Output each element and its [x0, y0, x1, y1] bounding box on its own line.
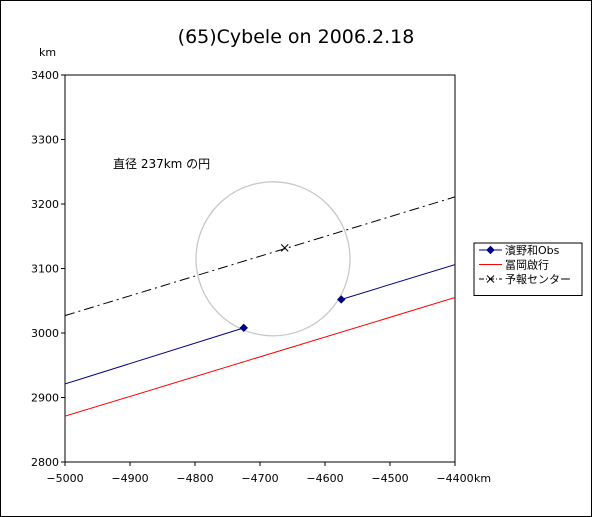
- x-tick-label: −5000: [46, 472, 83, 485]
- series-0-segment-0: [65, 327, 244, 385]
- x-tick-label: −4500: [371, 472, 408, 485]
- series-0-marker-0: [239, 323, 248, 333]
- diameter-circle: [195, 181, 351, 337]
- y-tick-label: 3100: [31, 263, 59, 276]
- plot-area: [64, 74, 456, 463]
- y-tick-label: 2900: [31, 392, 59, 405]
- x-tick-label: −4700: [241, 472, 278, 485]
- legend-marker-0: [486, 245, 495, 255]
- series-2-marker-0: [280, 244, 289, 252]
- legend-marker-2-stroke: [486, 275, 495, 283]
- x-tick-label: −4800: [176, 472, 213, 485]
- y-tick-label: 3400: [31, 69, 59, 82]
- x-tick-label: −4400: [436, 472, 473, 485]
- series-layer: [65, 181, 455, 417]
- x-tick-label: −4600: [306, 472, 343, 485]
- y-tick-label: 3200: [31, 198, 59, 211]
- y-tick-label: 3000: [31, 327, 59, 340]
- chart-title: (65)Cybele on 2006.2.18: [178, 26, 415, 48]
- y-tick-label: 2800: [31, 456, 59, 469]
- series-1-segment-0: [65, 297, 455, 417]
- series-0-segment-1: [341, 264, 455, 300]
- series-2-segment-0: [65, 196, 455, 317]
- axis-layer: −5000 −4900 −4800 −4700 −4600 −4500 −4400 2800 2…: [31, 69, 474, 485]
- y-tick-label: 3300: [31, 134, 59, 147]
- legend-label-2: 予報センター: [505, 273, 571, 286]
- y-axis-unit-label: km: [39, 46, 56, 59]
- x-tick-label: −4900: [111, 472, 148, 485]
- x-axis-unit-label: km: [474, 472, 491, 485]
- legend-label-1: 冨岡啟行: [505, 258, 549, 272]
- legend-label-0: 濱野和Obs: [505, 243, 560, 257]
- series-2-marker-0-stroke: [280, 244, 289, 252]
- circle-annotation: 直径 237km の円: [113, 157, 210, 171]
- legend-marker-2: [486, 275, 495, 283]
- series-0-marker-1: [337, 295, 346, 304]
